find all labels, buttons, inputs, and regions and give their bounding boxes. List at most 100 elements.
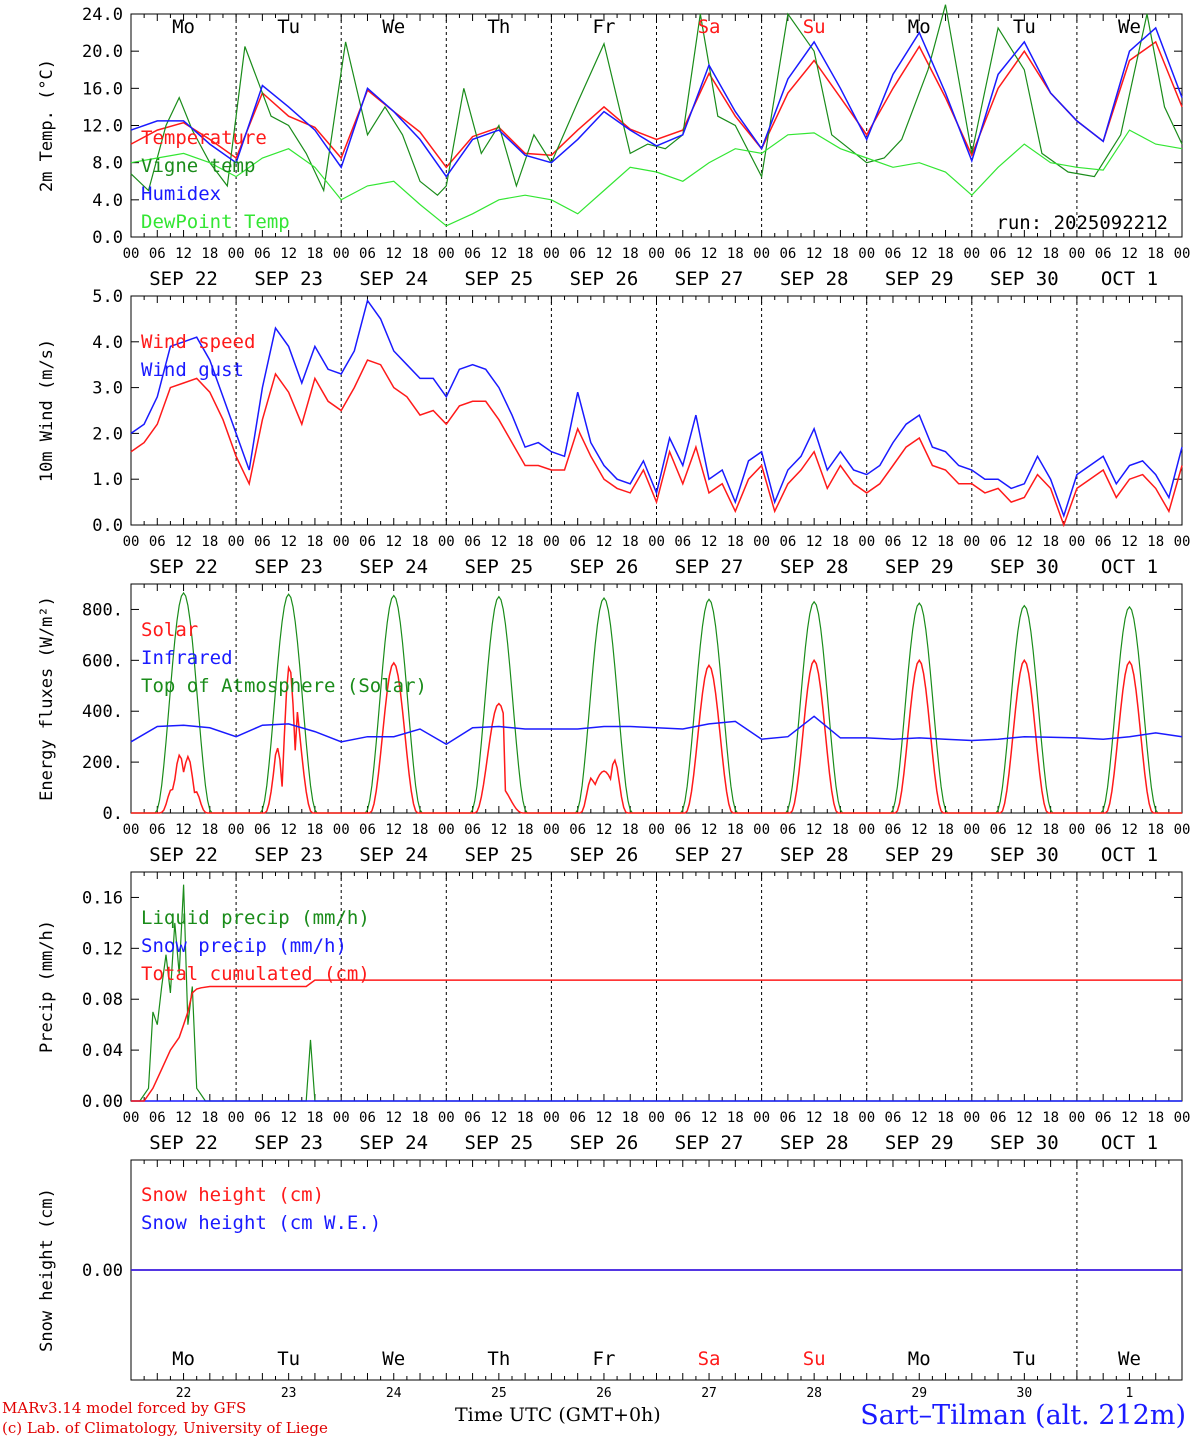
x-hour-label: 00 <box>648 822 665 838</box>
x-hour-label: 00 <box>543 1110 560 1126</box>
x-date-label: SEP 30 <box>990 1132 1059 1154</box>
x-hour-label: 12 <box>490 534 507 550</box>
x-hour-label: 18 <box>1147 822 1164 838</box>
x-date-label: SEP 27 <box>675 556 744 578</box>
x-hour-label: 00 <box>123 1110 140 1126</box>
y-tick-label: 4.0 <box>92 191 123 211</box>
x-hour-label: 06 <box>885 246 902 262</box>
x-hour-label: 18 <box>832 534 849 550</box>
legend-entry: Snow precip (mm/h) <box>141 935 347 957</box>
legend-entry: Wind speed <box>141 331 255 353</box>
x-hour-label: 18 <box>622 534 639 550</box>
x-hour-label: 06 <box>1095 246 1112 262</box>
x-hour-label: 06 <box>359 1110 376 1126</box>
x-hour-label: 18 <box>517 246 534 262</box>
x-hour-label: 06 <box>149 1110 166 1126</box>
x-hour-label: 18 <box>1042 1110 1059 1126</box>
x-hour-label: 12 <box>175 1110 192 1126</box>
x-hour-label: 18 <box>517 1110 534 1126</box>
weekday-label-top: Sa <box>698 16 721 38</box>
x-hour-label: 12 <box>806 534 823 550</box>
x-hour-label: 06 <box>464 246 481 262</box>
x-hour-label: 00 <box>753 1110 770 1126</box>
day-number-label: 23 <box>281 1386 297 1401</box>
x-hour-label: 06 <box>254 1110 271 1126</box>
x-hour-label: 06 <box>1095 1110 1112 1126</box>
legend-entry: Liquid precip (mm/h) <box>141 907 370 929</box>
x-date-label: SEP 26 <box>570 1132 639 1154</box>
x-hour-label: 12 <box>175 246 192 262</box>
x-hour-label: 00 <box>123 534 140 550</box>
x-hour-label: 00 <box>333 246 350 262</box>
x-date-label: SEP 28 <box>780 844 849 866</box>
weekday-label-bottom: Su <box>803 1348 826 1370</box>
x-hour-label: 12 <box>911 1110 928 1126</box>
x-hour-label: 00 <box>228 1110 245 1126</box>
x-date-label: SEP 25 <box>465 844 534 866</box>
day-number-label: 1 <box>1126 1386 1134 1401</box>
y-axis-label: Precip (mm/h) <box>37 920 57 1053</box>
x-hour-label: 00 <box>1174 1110 1191 1126</box>
x-hour-label: 12 <box>1121 1110 1138 1126</box>
x-date-label: SEP 26 <box>570 556 639 578</box>
x-hour-label: 00 <box>543 822 560 838</box>
y-tick-label: 400. <box>82 702 123 722</box>
x-hour-label: 12 <box>911 246 928 262</box>
x-hour-label: 18 <box>937 534 954 550</box>
weekday-label-top: Th <box>487 16 510 38</box>
x-date-label: SEP 26 <box>570 268 639 290</box>
x-hour-label: 06 <box>569 1110 586 1126</box>
x-hour-label: 06 <box>990 534 1007 550</box>
x-hour-label: 06 <box>254 822 271 838</box>
x-hour-label: 12 <box>701 246 718 262</box>
legend-entry: Wind gust <box>141 359 244 381</box>
day-number-label: 26 <box>596 1386 612 1401</box>
x-hour-label: 18 <box>412 822 429 838</box>
x-date-label: SEP 24 <box>359 1132 428 1154</box>
x-date-label: SEP 23 <box>254 844 323 866</box>
x-hour-label: 00 <box>858 534 875 550</box>
x-hour-label: 06 <box>779 246 796 262</box>
x-date-label: SEP 29 <box>885 556 954 578</box>
y-tick-label: 3.0 <box>92 379 123 399</box>
weekday-label-top: Tu <box>277 16 300 38</box>
x-hour-label: 18 <box>412 534 429 550</box>
y-axis-label: 2m Temp. (°C) <box>37 59 57 192</box>
x-hour-label: 12 <box>280 534 297 550</box>
x-hour-label: 06 <box>674 822 691 838</box>
weekday-label-top: We <box>382 16 405 38</box>
x-hour-label: 06 <box>885 1110 902 1126</box>
x-hour-label: 18 <box>306 822 323 838</box>
x-hour-label: 12 <box>385 246 402 262</box>
legend-entry: DewPoint Temp <box>141 211 290 233</box>
weekday-label-bottom: We <box>1118 1348 1141 1370</box>
x-hour-label: 00 <box>438 1110 455 1126</box>
y-axis-label: 10m Wind (m/s) <box>37 339 57 482</box>
station-label: Sart–Tilman (alt. 212m) <box>860 1400 1186 1431</box>
day-number-label: 27 <box>701 1386 717 1401</box>
x-hour-label: 06 <box>990 1110 1007 1126</box>
x-hour-label: 18 <box>622 822 639 838</box>
y-tick-label: 800. <box>82 600 123 620</box>
day-number-label: 25 <box>491 1386 507 1401</box>
x-date-label: SEP 29 <box>885 268 954 290</box>
weekday-label-top: We <box>1118 16 1141 38</box>
x-date-label: SEP 27 <box>675 268 744 290</box>
x-hour-label: 06 <box>885 534 902 550</box>
x-hour-label: 06 <box>1095 534 1112 550</box>
x-hour-label: 18 <box>1042 246 1059 262</box>
y-tick-label: 0.04 <box>82 1041 123 1061</box>
x-hour-label: 12 <box>701 534 718 550</box>
x-date-label: SEP 27 <box>675 1132 744 1154</box>
x-hour-label: 06 <box>990 246 1007 262</box>
x-hour-label: 06 <box>149 246 166 262</box>
x-hour-label: 18 <box>1147 534 1164 550</box>
x-hour-label: 12 <box>175 534 192 550</box>
legend-entry: Temperature <box>141 127 267 149</box>
weekday-label-bottom: Tu <box>1013 1348 1036 1370</box>
x-hour-label: 18 <box>832 246 849 262</box>
x-hour-label: 00 <box>333 822 350 838</box>
x-hour-label: 00 <box>438 246 455 262</box>
x-hour-label: 06 <box>464 822 481 838</box>
